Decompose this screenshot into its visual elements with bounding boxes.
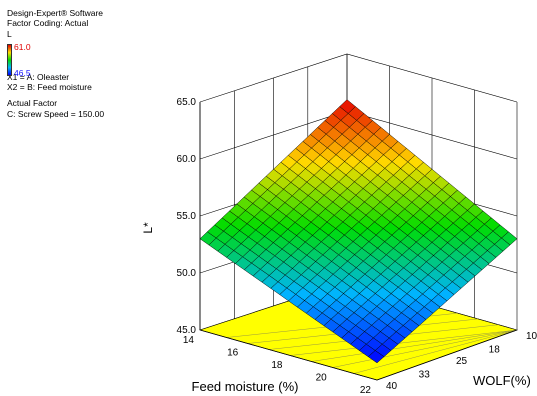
actual-factor-value: C: Screw Speed = 150.00 [7,108,105,119]
color-legend-min: 46.5 [14,68,31,78]
response-label: L [7,28,12,39]
moisture-tick-label-3: 20 [316,373,328,384]
moisture-tick-label-0: 14 [183,335,195,346]
surface-cell-19-19 [367,350,385,364]
design-info-panel: Design-Expert® Software Factor Coding: A… [7,8,104,119]
factor-coding-label: Factor Coding: Actual [7,18,89,29]
z-tick-label-2: 55.0 [177,211,197,222]
software-label: Design-Expert® Software [7,8,104,18]
grid-line-z-4 [199,53,518,103]
floor-contour-5 [332,329,518,368]
actual-factor-title: Actual Factor [7,98,58,109]
floor-contour-3 [290,329,518,356]
color-legend-bar [7,44,12,76]
wolf-tick-label-2: 25 [456,356,468,367]
axis-wolf [376,329,518,381]
wolf-tick-label-0: 10 [526,331,537,342]
x2-label: X2 = B: Feed moisture [7,82,92,93]
x1-label: X1 = A: Oleaster [7,71,70,82]
moisture-tick-label-4: 22 [360,385,372,396]
z-tick-label-4: 65.0 [177,97,197,108]
floor-contour-6 [353,329,518,374]
z-axis-title: L* [141,222,155,234]
floor-contour-4 [311,329,518,362]
color-legend-max: 61.0 [14,42,31,52]
z-tick-label-1: 50.0 [177,268,197,279]
x-axis-title: Feed moisture (%) [192,379,299,394]
z-tick-label-0: 45.0 [177,325,197,336]
wolf-tick-label-1: 18 [489,344,501,355]
moisture-tick-label-2: 18 [271,360,283,371]
wolf-tick-label-3: 33 [419,369,431,380]
wolf-tick-label-4: 40 [386,381,398,392]
z-tick-label-3: 60.0 [177,154,197,165]
moisture-tick-label-1: 16 [227,348,239,359]
y-axis-title: WOLF(%) [473,373,531,388]
axis-moisture [199,329,378,381]
